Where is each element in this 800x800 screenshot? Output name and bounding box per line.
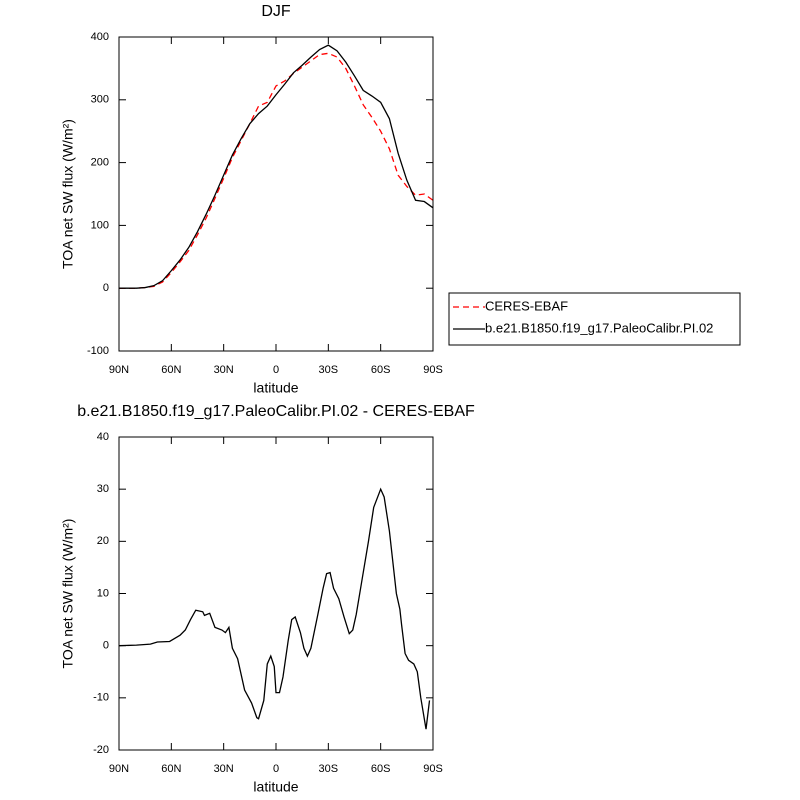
legend-label: b.e21.B1850.f19_g17.PaleoCalibr.PI.02 [485, 320, 713, 335]
x-tick-label: 0 [273, 364, 279, 376]
y-axis-label: TOA net SW flux (W/m²) [60, 119, 76, 269]
x-tick-label: 60S [371, 364, 391, 376]
x-tick-label: 30N [214, 364, 234, 376]
x-tick-label: 60S [371, 763, 391, 775]
x-axis-label: latitude [253, 779, 298, 795]
legend-box [448, 292, 741, 346]
chart-title: b.e21.B1850.f19_g17.PaleoCalibr.PI.02 - … [77, 403, 475, 420]
x-tick-label: 90N [109, 364, 129, 376]
chart-title: DJF [261, 3, 291, 20]
y-tick-label: -20 [93, 744, 109, 756]
plot-frame [118, 36, 434, 352]
x-tick-label: 30N [214, 763, 234, 775]
x-tick-label: 90S [423, 763, 443, 775]
y-tick-label: 20 [97, 535, 109, 547]
y-tick-label: 300 [91, 94, 109, 106]
series-line [119, 44, 434, 289]
y-tick-label: 10 [97, 587, 109, 599]
y-tick-label: 40 [97, 431, 109, 443]
x-tick-label: 90S [423, 364, 443, 376]
x-axis-label: latitude [253, 380, 298, 396]
series-line [119, 52, 434, 289]
y-tick-label: 100 [91, 219, 109, 231]
y-tick-label: 400 [91, 31, 109, 43]
x-tick-label: 60N [161, 763, 181, 775]
y-axis-label: TOA net SW flux (W/m²) [60, 519, 76, 669]
x-tick-label: 30S [319, 763, 339, 775]
y-tick-label: 30 [97, 483, 109, 495]
y-tick-label: 0 [103, 640, 109, 652]
x-tick-label: 30S [319, 364, 339, 376]
plot-frame [118, 436, 434, 751]
y-tick-label: 200 [91, 157, 109, 169]
x-tick-label: 60N [161, 364, 181, 376]
x-tick-label: 90N [109, 763, 129, 775]
series-line [118, 487, 431, 730]
y-tick-label: 0 [103, 282, 109, 294]
legend-label: CERES-EBAF [485, 298, 568, 313]
y-tick-label: -10 [93, 692, 109, 704]
y-tick-label: -100 [87, 345, 109, 357]
x-tick-label: 0 [273, 763, 279, 775]
